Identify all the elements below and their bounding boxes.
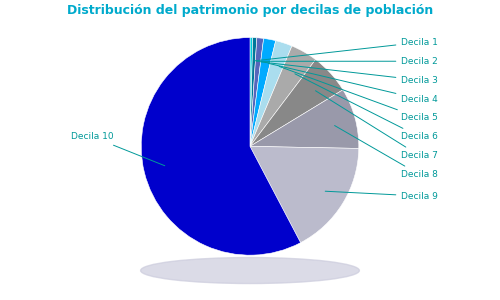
Text: Decila 4: Decila 4 bbox=[268, 63, 438, 104]
Text: Decila 7: Decila 7 bbox=[316, 91, 438, 160]
Wedge shape bbox=[141, 38, 300, 255]
Title: Distribución del patrimonio por decilas de población: Distribución del patrimonio por decilas … bbox=[67, 4, 433, 17]
Text: Decila 3: Decila 3 bbox=[261, 62, 438, 85]
Text: Decila 10: Decila 10 bbox=[72, 132, 165, 166]
Text: Decila 1: Decila 1 bbox=[254, 38, 438, 61]
Ellipse shape bbox=[140, 257, 360, 283]
Wedge shape bbox=[250, 146, 359, 243]
Text: Decila 2: Decila 2 bbox=[256, 57, 438, 66]
Text: Decila 9: Decila 9 bbox=[325, 191, 438, 200]
Wedge shape bbox=[250, 38, 276, 146]
Wedge shape bbox=[250, 60, 343, 146]
Text: Decila 8: Decila 8 bbox=[334, 125, 438, 179]
Wedge shape bbox=[250, 38, 264, 146]
Text: Decila 5: Decila 5 bbox=[279, 66, 438, 122]
Wedge shape bbox=[250, 90, 359, 148]
Wedge shape bbox=[250, 38, 257, 146]
Text: Decila 6: Decila 6 bbox=[295, 74, 438, 141]
Wedge shape bbox=[250, 46, 316, 146]
Wedge shape bbox=[250, 38, 252, 146]
Wedge shape bbox=[250, 41, 292, 146]
